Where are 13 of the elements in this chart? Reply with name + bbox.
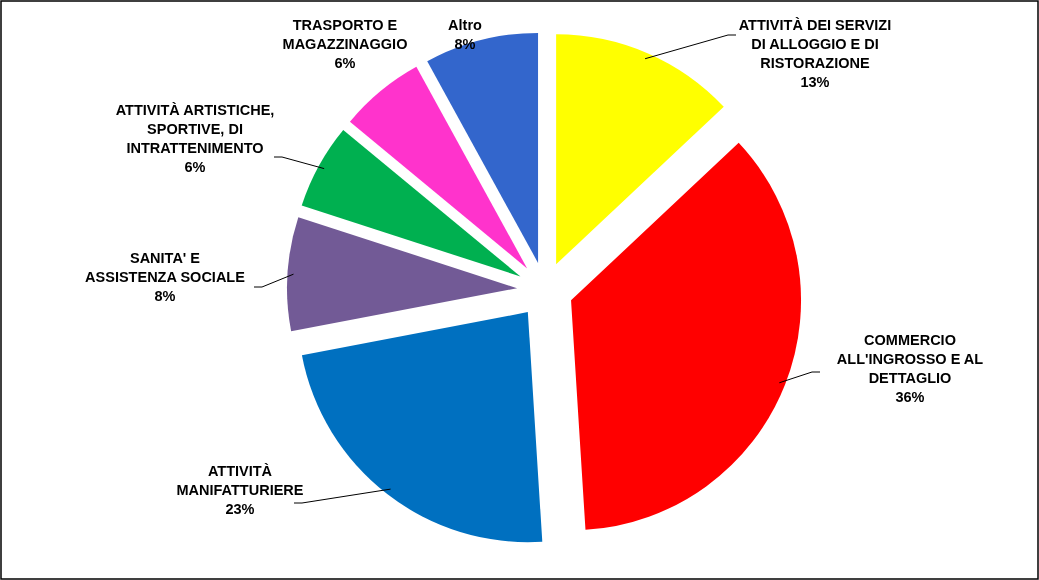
data-label: 6% [334,55,356,71]
data-label: 36% [895,389,925,405]
slice-label: TRASPORTO E MAGAZZINAGGIO [282,17,408,52]
data-label: 6% [184,159,206,175]
slice-label: ATTIVITÀ ARTISTICHE, SPORTIVE, DI INTRATTENIMENTO [115,102,275,156]
data-label: 23% [225,501,255,517]
slice-label: SANITA' E ASSISTENZA SOCIALE [85,250,246,285]
slice-label: ATTIVITÀ DEI SERVIZI DI ALLOGGIO E DI RISTORAZIONE [738,17,892,71]
data-label: 8% [154,288,176,304]
slice-label: COMMERCIO ALL'INGROSSO E AL DETTAGLIO [836,332,984,386]
slice-label: Altro [448,17,483,33]
data-label: 13% [800,74,830,90]
slice-label: ATTIVITÀ MANIFATTURIERE [176,463,304,498]
